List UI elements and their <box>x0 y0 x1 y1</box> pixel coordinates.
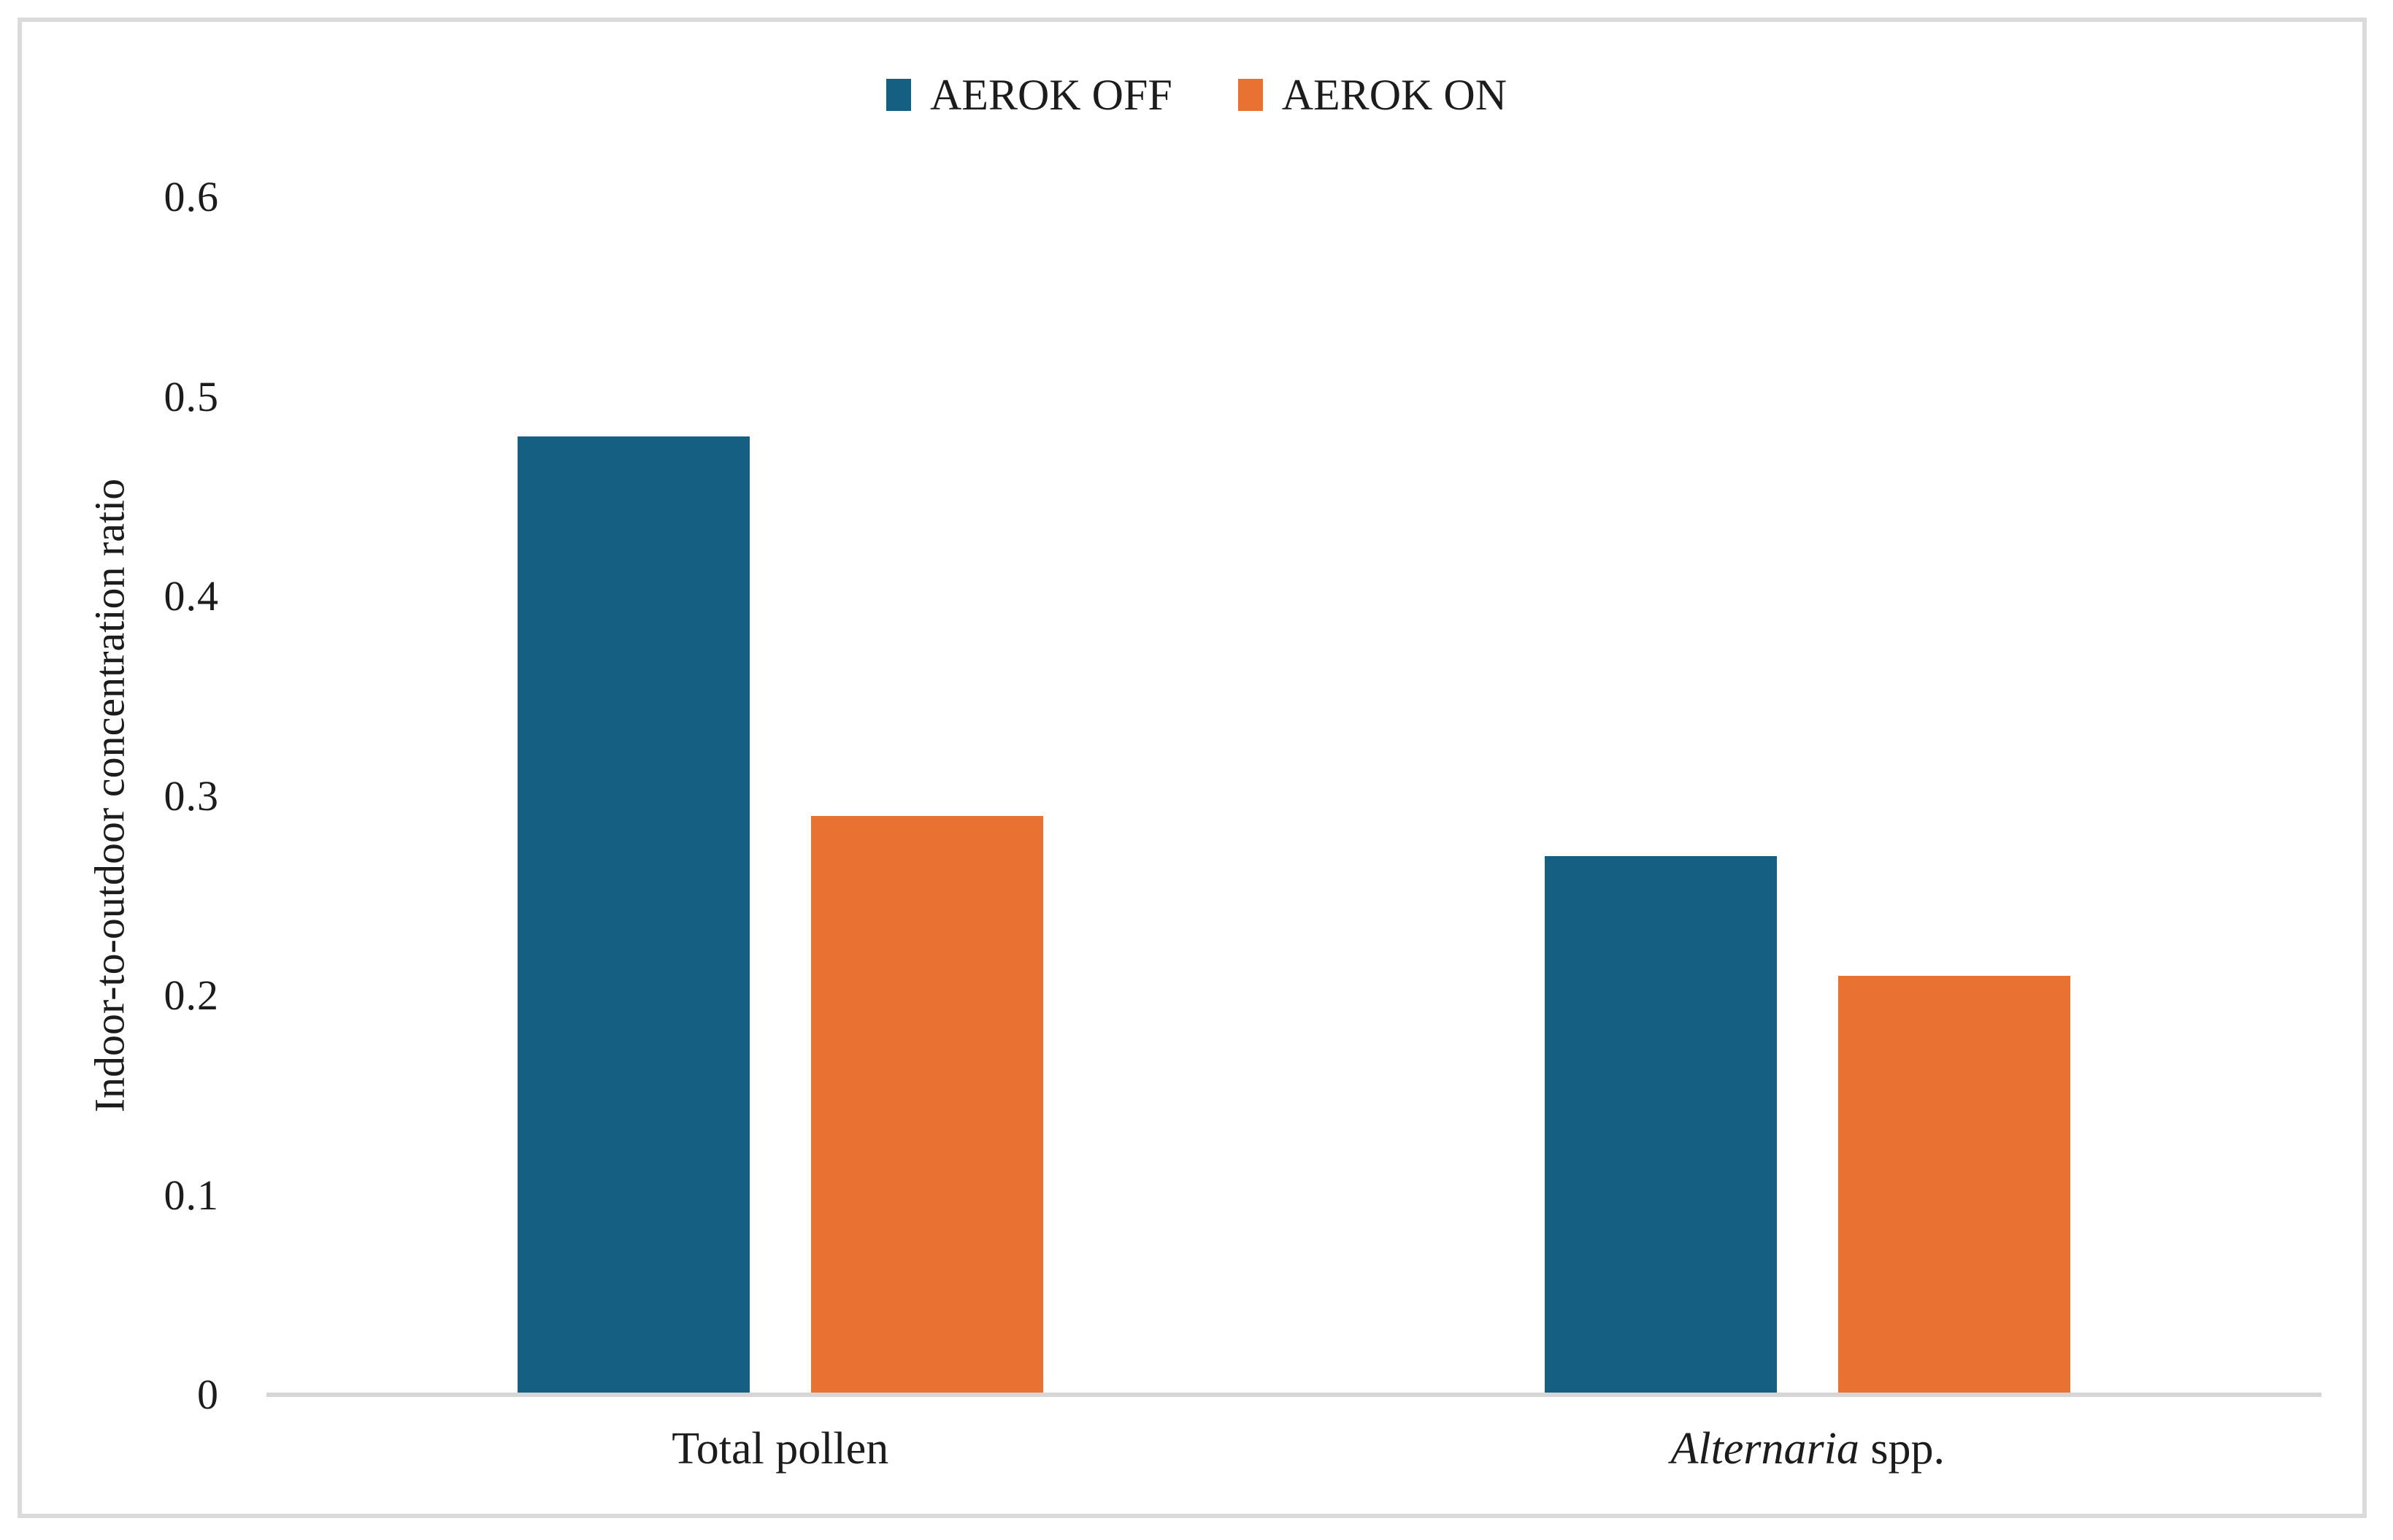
y-tick-label-0-3: 0.3 <box>164 771 219 820</box>
x-category-label-regular-part: spp. <box>1859 1424 1945 1474</box>
x-category-label-italic-part: Alternaria <box>1670 1424 1859 1474</box>
y-tick-label-0: 0 <box>197 1371 219 1418</box>
x-category-label-total-pollen: Total pollen <box>672 1417 888 1480</box>
chart-legend: AEROK OFF AEROK ON <box>0 64 2393 126</box>
y-tick-label-0-4: 0.4 <box>164 572 219 620</box>
legend-swatch-aerok-on <box>1237 79 1263 111</box>
x-category-label-alternaria-spp: Alternaria spp. <box>1671 1417 1945 1480</box>
y-tick-label-0-1: 0.1 <box>164 1171 219 1219</box>
legend-label-aerok-off: AEROK OFF <box>929 71 1172 119</box>
y-tick-label-0-2: 0.2 <box>164 971 219 1019</box>
legend-item-aerok-on: AEROK ON <box>1237 64 1507 126</box>
bar-total-pollen-aerok-off <box>517 436 750 1395</box>
bar-alternaria-spp-aerok-on <box>1838 975 2071 1395</box>
x-axis-category-labels: Total pollen Alternaria spp. <box>266 1417 2321 1480</box>
legend-item-aerok-off: AEROK OFF <box>886 64 1172 126</box>
x-category-label-regular-part: Total pollen <box>672 1424 889 1474</box>
y-tick-label-0-6: 0.6 <box>164 173 219 220</box>
bar-alternaria-spp-aerok-off <box>1545 855 1778 1395</box>
plot-area <box>266 197 2321 1397</box>
x-axis-line <box>266 1393 2321 1397</box>
y-tick-label-0-5: 0.5 <box>164 372 219 420</box>
bar-total-pollen-aerok-on <box>810 815 1043 1395</box>
legend-label-aerok-on: AEROK ON <box>1281 71 1507 119</box>
legend-swatch-aerok-off <box>886 79 911 111</box>
